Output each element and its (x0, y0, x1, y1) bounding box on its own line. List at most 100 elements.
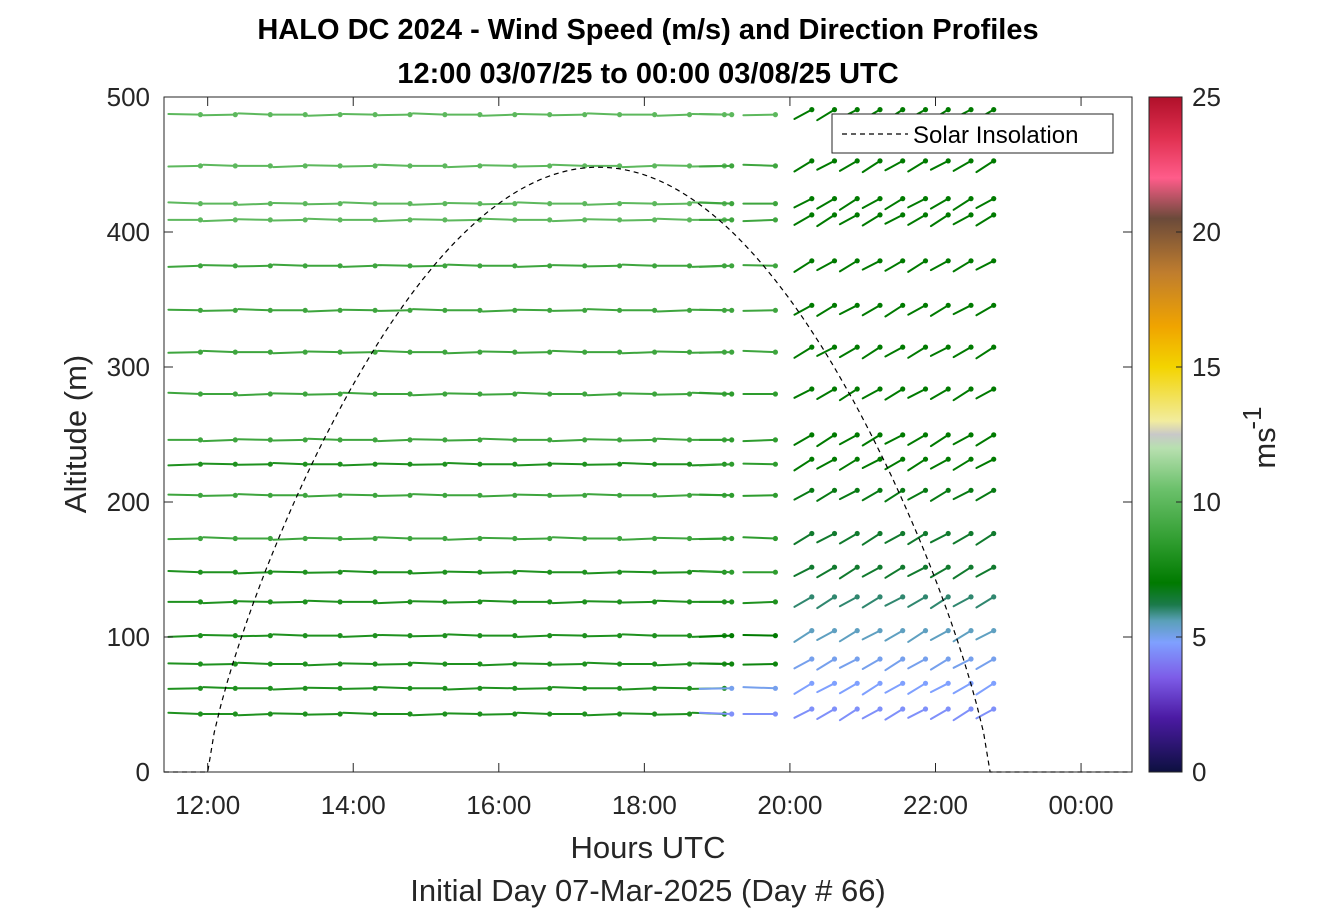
wind-vector-head (809, 302, 815, 308)
wind-vector-head (900, 432, 906, 438)
wind-vector-head (831, 628, 838, 634)
wind-vector (698, 391, 733, 395)
wind-vector (793, 682, 813, 695)
wind-vector-head (945, 628, 951, 634)
wind-vector-head (582, 685, 588, 691)
wind-vector (698, 687, 733, 690)
wind-vector (377, 163, 411, 167)
wind-vector-head (945, 456, 951, 462)
wind-vector (342, 687, 377, 690)
wind-vector (975, 304, 995, 317)
wind-vector-head (442, 569, 448, 575)
wind-vector-head (267, 307, 273, 313)
wind-vector-head (854, 386, 860, 392)
wind-vector (929, 346, 950, 357)
wind-vector-head (991, 344, 997, 350)
wind-vector-head (945, 302, 951, 308)
wind-vector (516, 711, 551, 715)
wind-vector-head (729, 685, 735, 691)
wind-vector (884, 259, 904, 272)
wind-vector-head (877, 107, 883, 113)
wind-vector-head (877, 656, 883, 662)
wind-vector (742, 634, 777, 637)
wind-vector (793, 629, 813, 643)
wind-vector (237, 393, 272, 397)
wind-vector-head (772, 535, 779, 542)
wind-vector-head (686, 163, 693, 169)
wind-vector-head (197, 349, 203, 355)
wind-vector (793, 489, 813, 501)
wind-vector (929, 259, 950, 272)
y-tick-label: 300 (107, 352, 150, 382)
wind-vector (884, 304, 904, 318)
wind-vector-head (991, 487, 997, 493)
wind-vector-head (477, 112, 483, 118)
wind-vector-head (772, 599, 779, 605)
wind-vector (272, 202, 307, 205)
wind-vector-head (772, 437, 779, 443)
wind-vector (377, 634, 411, 637)
wind-vector (481, 164, 516, 167)
wind-vector-head (442, 307, 448, 313)
wind-vector (793, 658, 813, 670)
wind-vector (272, 392, 307, 395)
wind-vector-head (945, 564, 951, 570)
wind-vector-head (582, 391, 588, 397)
colorbar-tick-label: 20 (1192, 217, 1221, 247)
wind-vector (838, 458, 859, 471)
wind-vector-head (302, 349, 308, 355)
wind-vector-head (945, 258, 951, 264)
wind-vector (272, 462, 307, 466)
wind-vector (551, 113, 586, 117)
wind-vector-head (991, 530, 997, 537)
wind-vector (202, 600, 237, 605)
wind-vector-head (267, 492, 273, 498)
wind-vector (861, 213, 881, 227)
wind-vector-head (877, 302, 883, 308)
wind-vector (237, 264, 272, 268)
wind-vector-head (477, 685, 483, 691)
wind-vector-head (267, 685, 273, 691)
wind-vector (929, 388, 950, 400)
wind-vector (838, 259, 859, 273)
wind-vector-head (547, 201, 553, 207)
wind-vector (742, 600, 777, 605)
wind-vector (656, 571, 691, 574)
wind-vector (621, 712, 656, 715)
wind-vector (481, 663, 516, 667)
wind-vector (838, 346, 859, 359)
wind-vector (272, 164, 307, 169)
wind-vector (861, 566, 881, 578)
y-tick-label: 100 (107, 622, 150, 652)
wind-vector-head (877, 432, 883, 438)
wind-vector-head (512, 661, 518, 667)
wind-vector (907, 304, 927, 316)
wind-vector (551, 634, 586, 637)
wind-vector-head (267, 163, 273, 169)
wind-vector (307, 217, 342, 221)
wind-vector (586, 112, 621, 116)
wind-vector (929, 458, 950, 470)
wind-vector (929, 197, 950, 210)
wind-vector (446, 263, 481, 267)
wind-vector (698, 537, 733, 541)
wind-vector (656, 113, 691, 117)
wind-vector (621, 164, 656, 169)
wind-vector-head (232, 569, 238, 575)
legend: Solar Insolation (831, 113, 1114, 154)
y-tick-label: 200 (107, 487, 150, 517)
x-tick-label: 14:00 (321, 790, 386, 820)
wind-vector-head (197, 492, 203, 498)
wind-vector (656, 164, 691, 167)
wind-vector-head (900, 386, 906, 392)
wind-vector (167, 463, 202, 467)
wind-vector (656, 393, 691, 396)
wind-vector (929, 682, 950, 694)
wind-vector (975, 433, 995, 447)
wind-vector (838, 629, 859, 643)
wind-vector (621, 438, 656, 442)
wind-vector (907, 458, 927, 472)
wind-vector (884, 489, 904, 503)
wind-vector (907, 388, 927, 399)
wind-vector (952, 532, 972, 545)
